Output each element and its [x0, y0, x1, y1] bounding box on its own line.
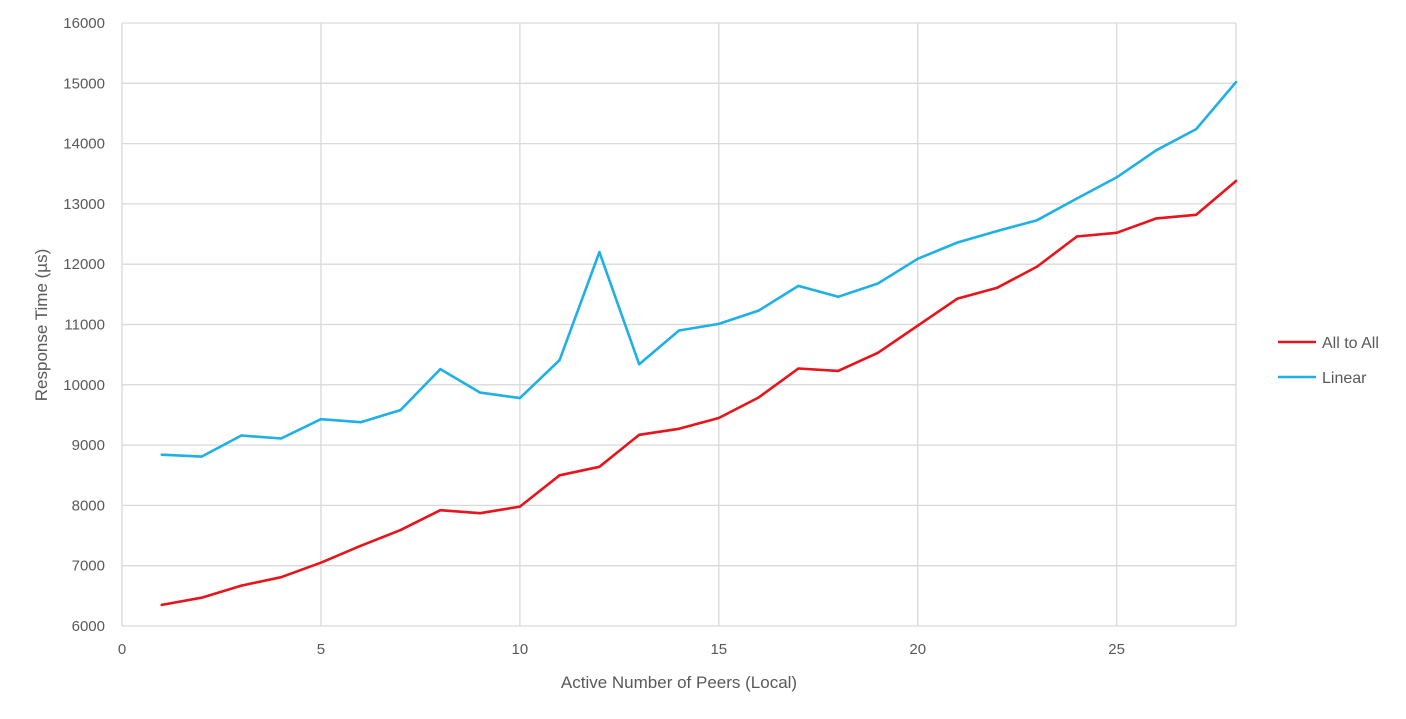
data-point-linear: [797, 284, 800, 288]
data-point-all-to-all: [996, 286, 999, 289]
data-point-linear: [160, 453, 163, 456]
data-point-linear: [638, 363, 641, 366]
x-tick-label: 20: [909, 641, 926, 658]
legend: All to All Linear: [1278, 335, 1379, 387]
data-point-linear: [677, 329, 681, 332]
x-tick-label: 25: [1108, 641, 1125, 658]
data-point-linear: [359, 420, 362, 424]
data-point-all-to-all: [1195, 213, 1198, 216]
data-point-linear: [1195, 127, 1198, 131]
data-point-linear: [598, 250, 601, 254]
data-point-all-to-all: [1234, 179, 1238, 183]
data-point-linear: [876, 282, 880, 285]
series-line-all-to-all: [160, 179, 1238, 607]
data-point-linear: [1115, 176, 1118, 179]
data-point-linear: [996, 229, 999, 233]
data-point-all-to-all: [240, 584, 243, 587]
data-point-all-to-all: [1075, 235, 1079, 238]
x-tick-label: 5: [317, 641, 325, 658]
data-point-all-to-all: [1115, 231, 1118, 235]
data-point-all-to-all: [1155, 217, 1158, 220]
y-tick-label: 15000: [63, 75, 105, 92]
data-point-all-to-all: [399, 528, 402, 532]
series-lines: [160, 80, 1238, 607]
data-point-linear: [836, 295, 840, 298]
y-tick-label: 10000: [63, 377, 105, 394]
y-tick-label: 8000: [72, 497, 105, 514]
data-point-linear: [518, 396, 522, 400]
y-tick-label: 9000: [72, 437, 105, 454]
data-point-all-to-all: [1035, 265, 1039, 268]
data-point-linear: [478, 391, 482, 394]
y-tick-label: 6000: [72, 618, 105, 635]
x-tick-label: 10: [512, 641, 529, 658]
data-point-linear: [916, 257, 919, 260]
data-point-linear: [1234, 80, 1238, 84]
data-point-all-to-all: [359, 544, 362, 548]
data-point-all-to-all: [478, 512, 482, 515]
data-point-all-to-all: [598, 465, 601, 469]
y-tick-label: 14000: [63, 136, 105, 153]
y-tick-label: 13000: [63, 196, 105, 213]
data-point-all-to-all: [558, 474, 561, 477]
y-tick-label: 12000: [63, 256, 105, 273]
data-point-all-to-all: [160, 603, 163, 607]
data-point-all-to-all: [279, 575, 283, 579]
data-point-linear: [439, 367, 442, 371]
x-tick-label: 15: [710, 641, 727, 658]
data-point-linear: [757, 309, 760, 312]
data-point-all-to-all: [916, 324, 919, 327]
legend-label-linear: Linear: [1322, 370, 1367, 387]
data-point-all-to-all: [956, 297, 959, 300]
data-point-linear: [1035, 218, 1039, 222]
data-point-linear: [319, 417, 323, 421]
data-point-all-to-all: [876, 351, 880, 355]
data-point-all-to-all: [677, 427, 681, 431]
y-tick-label: 7000: [72, 558, 105, 575]
data-point-linear: [240, 434, 243, 437]
data-point-all-to-all: [518, 505, 522, 508]
series-line-linear: [160, 80, 1238, 458]
data-point-all-to-all: [200, 596, 203, 599]
data-point-all-to-all: [319, 561, 323, 564]
legend-label-all-to-all: All to All: [1322, 335, 1379, 352]
data-point-all-to-all: [439, 509, 442, 512]
data-point-linear: [1075, 197, 1079, 200]
x-tick-label: 0: [118, 641, 126, 658]
y-tick-label: 11000: [64, 317, 105, 334]
data-point-all-to-all: [638, 433, 641, 437]
gridlines: [121, 22, 1237, 627]
data-point-all-to-all: [797, 367, 800, 370]
y-tick-label: 16000: [63, 15, 105, 32]
data-point-linear: [717, 322, 720, 326]
x-axis-ticks: 0 5 10 15 20 25: [118, 641, 1125, 658]
data-point-linear: [279, 437, 283, 440]
data-point-all-to-all: [757, 396, 760, 399]
y-axis-title: Response Time (µs): [32, 249, 51, 401]
data-point-linear: [558, 358, 561, 362]
y-axis-ticks: 6000 7000 8000 9000 10000 11000 12000 13000 1400…: [63, 15, 105, 635]
data-point-linear: [956, 241, 959, 244]
x-axis-title: Active Number of Peers (Local): [561, 673, 797, 692]
data-point-all-to-all: [836, 369, 840, 373]
data-point-linear: [1155, 149, 1158, 152]
data-point-all-to-all: [717, 416, 720, 420]
data-point-linear: [399, 408, 402, 412]
data-point-linear: [200, 455, 203, 458]
